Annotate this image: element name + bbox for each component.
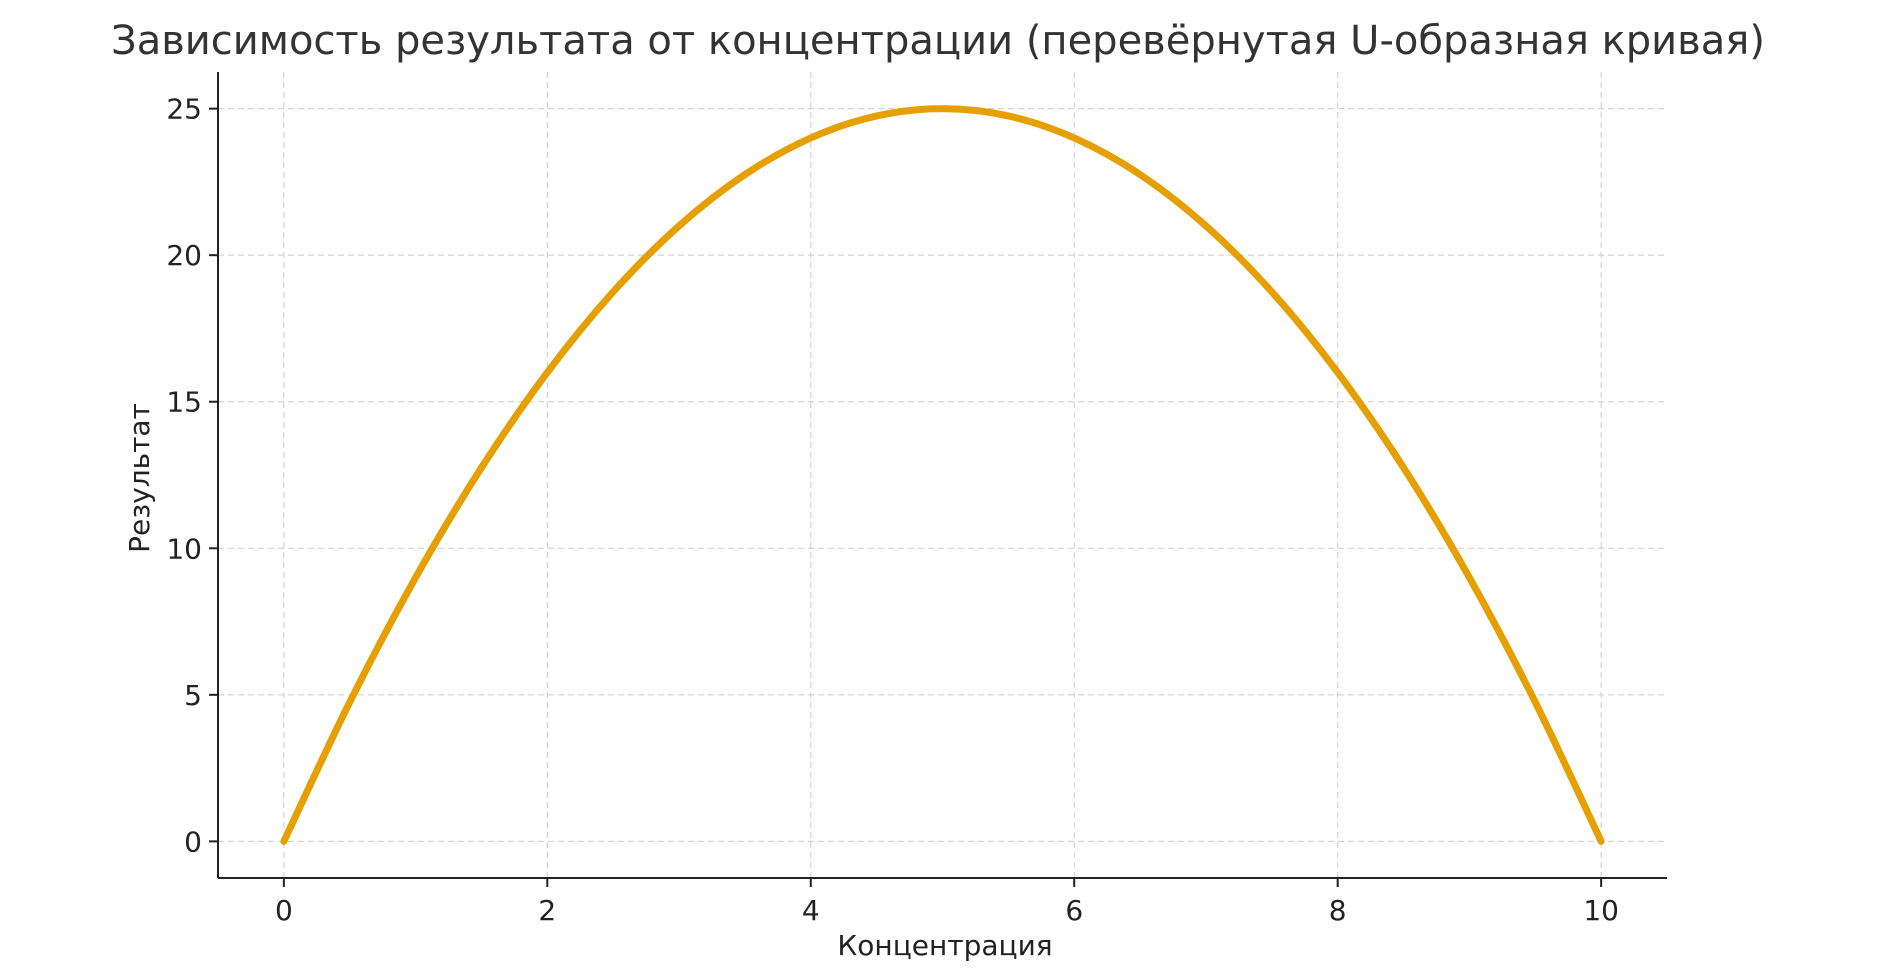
x-tick-label: 6 [1065,894,1083,927]
x-tick-label: 8 [1329,894,1347,927]
y-tick-label: 25 [166,93,202,126]
grid [218,72,1667,878]
series-group [280,105,1605,845]
y-tick-label: 15 [166,386,202,419]
x-tick-label: 0 [275,894,293,927]
x-tick-label: 10 [1583,894,1619,927]
axes [217,72,1667,879]
x-tick-label: 2 [538,894,556,927]
y-tick-label: 5 [184,679,202,712]
x-tick-label: 4 [802,894,820,927]
chart-title: Зависимость результата от концентрации (… [111,18,1765,64]
ticks: 0 2 4 6 8 10 0 5 10 15 20 25 [166,93,1619,927]
y-axis-label: Результат [123,403,156,553]
y-tick-label: 20 [166,239,202,272]
y-tick-label: 0 [184,825,202,858]
series-line [280,105,1605,845]
y-tick-label: 10 [166,532,202,565]
x-axis-label: Концентрация [837,929,1052,962]
